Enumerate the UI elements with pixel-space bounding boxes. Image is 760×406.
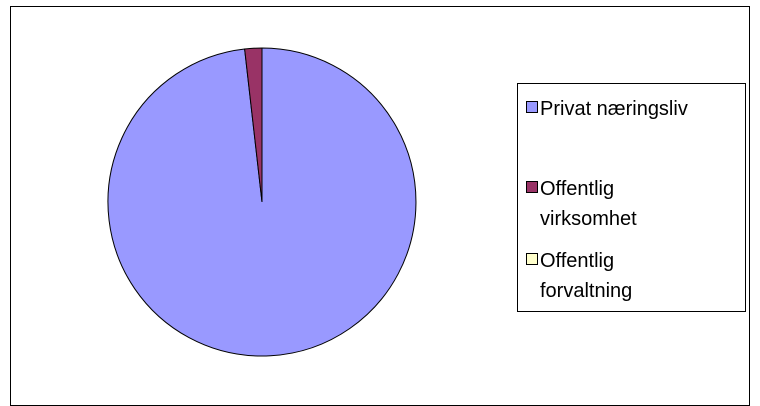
legend-item-privat-naeringsliv: Privat næringsliv	[526, 94, 688, 124]
pie-chart	[107, 47, 417, 357]
legend-item-offentlig-forvaltning: Offentlig forvaltning	[526, 246, 632, 306]
legend-swatch-privat-naeringsliv	[526, 101, 538, 113]
legend-swatch-offentlig-forvaltning	[526, 253, 538, 265]
legend: Privat næringsliv Offentlig virksomhet O…	[517, 83, 746, 312]
legend-swatch-offentlig-virksomhet	[526, 181, 538, 193]
pie-slice-offentlig-virksomhet	[244, 47, 263, 203]
legend-item-offentlig-virksomhet: Offentlig virksomhet	[526, 174, 637, 234]
legend-label-offentlig-virksomhet-line1: Offentlig	[540, 178, 615, 200]
legend-label-privat-naeringsliv: Privat næringsliv	[540, 98, 688, 120]
legend-label-offentlig-forvaltning-line1: Offentlig	[540, 250, 615, 272]
legend-label-offentlig-forvaltning-line2: forvaltning	[540, 280, 633, 302]
legend-label-offentlig-virksomhet-line2: virksomhet	[540, 208, 637, 230]
